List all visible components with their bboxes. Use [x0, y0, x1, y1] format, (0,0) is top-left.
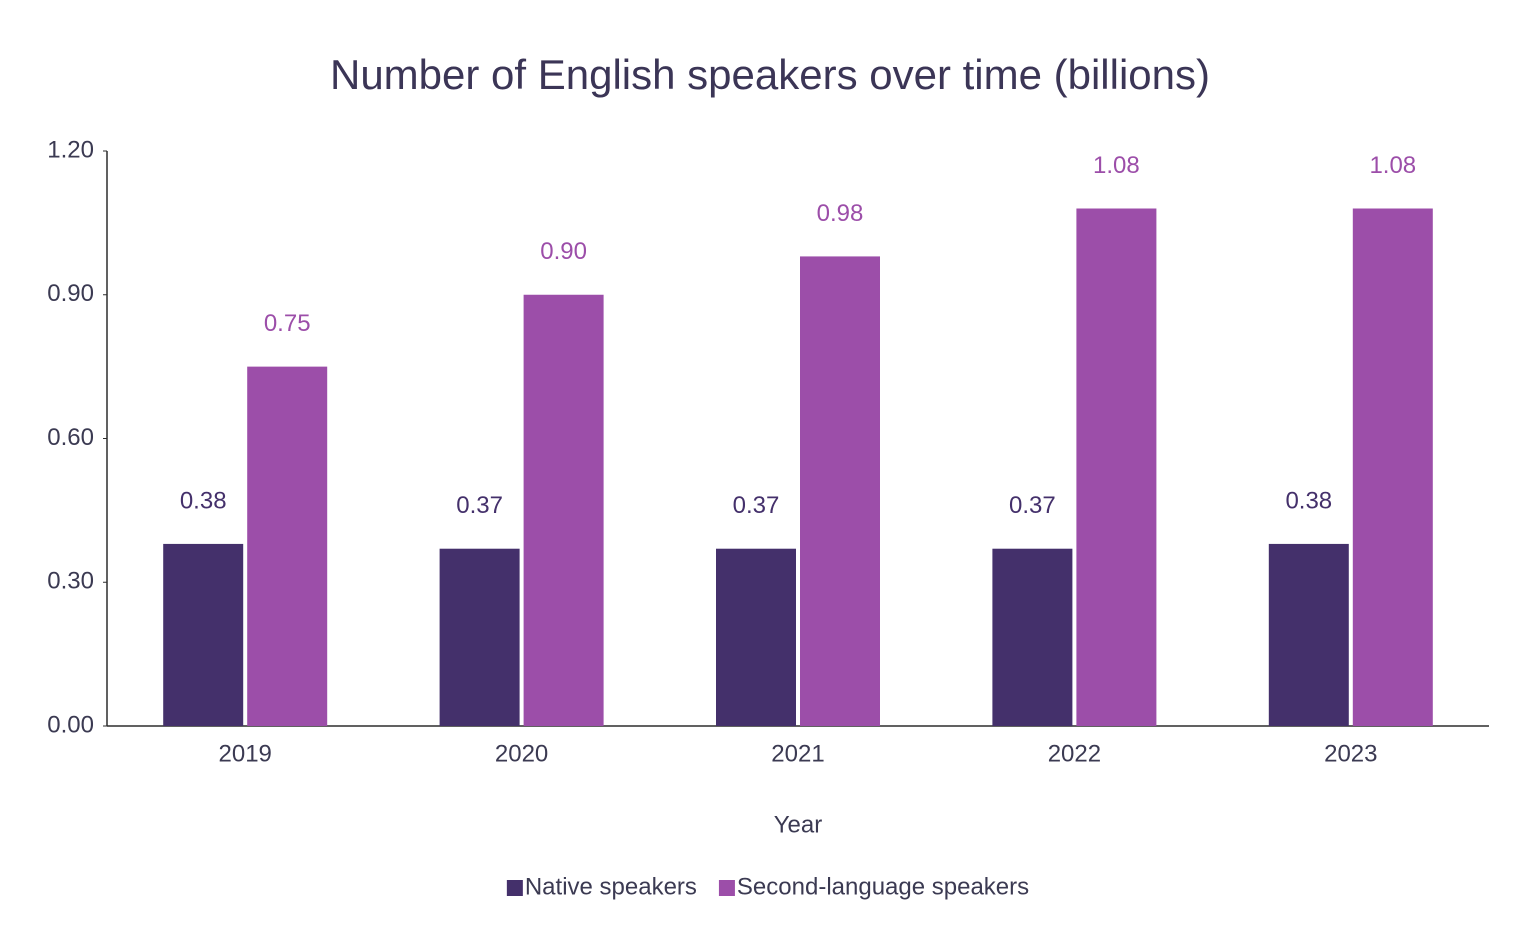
bar: [247, 366, 328, 726]
y-tick-label: 1.20: [47, 136, 94, 163]
value-label: 1.08: [1369, 152, 1416, 179]
x-tick-label: 2020: [495, 740, 548, 767]
value-label: 0.98: [817, 200, 864, 227]
bar: [1076, 208, 1157, 726]
x-tick-label: 2023: [1324, 740, 1377, 767]
x-tick-label: 2021: [771, 740, 824, 767]
value-label: 0.37: [1009, 492, 1056, 519]
y-tick-label: 0.60: [47, 424, 94, 451]
y-tick-label: 0.90: [47, 280, 94, 307]
legend-swatch: [718, 880, 735, 896]
x-axis-label: Year: [774, 811, 823, 838]
bar: [1268, 543, 1349, 726]
bar: [439, 548, 520, 726]
legend-swatch: [506, 880, 523, 896]
bar: [523, 294, 604, 726]
legend-label: Native speakers: [525, 873, 697, 900]
value-label: 0.37: [456, 492, 503, 519]
x-tick-label: 2019: [219, 740, 272, 767]
legend-label: Second-language speakers: [737, 873, 1029, 900]
value-label: 0.38: [180, 487, 227, 514]
value-label: 0.37: [733, 492, 780, 519]
value-label: 0.90: [540, 238, 587, 265]
value-label: 0.38: [1285, 487, 1332, 514]
chart-title: Number of English speakers over time (bi…: [330, 51, 1210, 98]
x-tick-label: 2022: [1048, 740, 1101, 767]
y-tick-label: 0.00: [47, 711, 94, 738]
value-label: 0.75: [264, 310, 311, 337]
bar: [163, 543, 244, 726]
bar: [800, 256, 880, 726]
bar: [716, 548, 796, 726]
y-tick-label: 0.30: [47, 568, 94, 595]
bar: [1352, 208, 1433, 726]
value-label: 1.08: [1093, 152, 1140, 179]
bar: [992, 548, 1073, 726]
